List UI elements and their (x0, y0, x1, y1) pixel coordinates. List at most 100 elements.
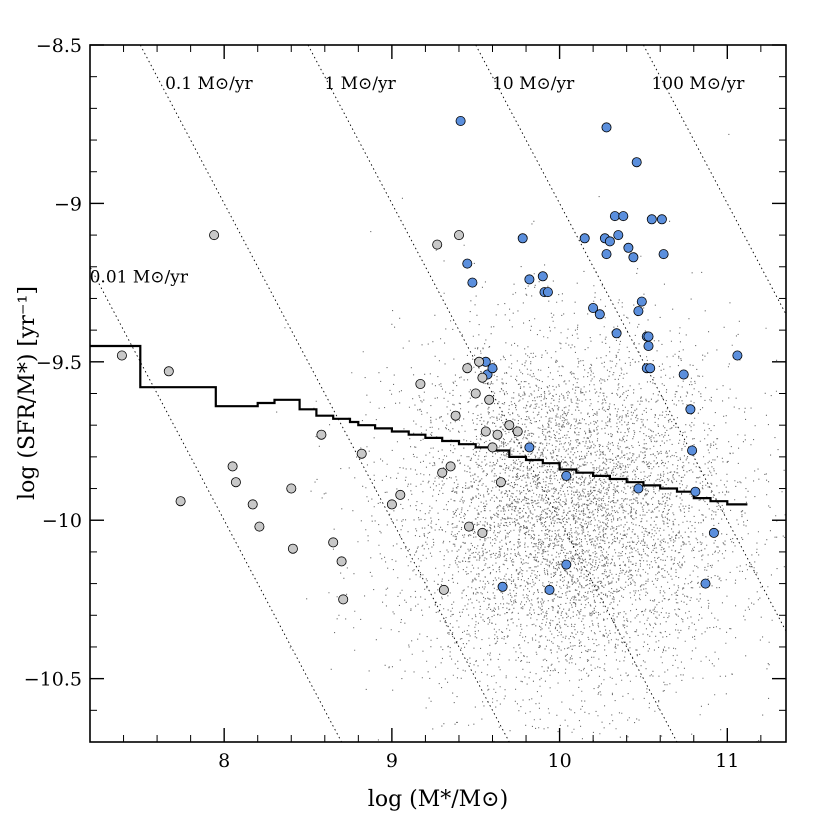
gray-galaxy-point (463, 521, 474, 532)
gray-galaxy-point (438, 584, 449, 595)
y-axis-label-text: log (SFR/M*) [yr⁻¹] (15, 286, 40, 500)
gray-galaxy-point (209, 230, 220, 241)
gray-galaxy-point (470, 388, 481, 399)
blue-galaxy-point (561, 470, 572, 481)
gray-galaxy-point (286, 483, 297, 494)
iso-sfr-line-0 (90, 265, 342, 742)
gray-galaxy-point (504, 420, 515, 431)
gray-galaxy-point (450, 410, 461, 421)
blue-galaxy-point (656, 214, 667, 225)
plot-frame (89, 44, 787, 743)
blue-galaxy-point (631, 157, 642, 168)
blue-galaxy-point (462, 258, 473, 269)
x-axis-label-text: log (M*/M⊙) (368, 787, 508, 812)
blue-galaxy-point (646, 214, 657, 225)
blue-galaxy-point (561, 559, 572, 570)
gray-galaxy-point (487, 442, 498, 453)
gray-galaxy-point (480, 426, 491, 437)
y-tick-label: −10.5 (24, 669, 82, 691)
background-galaxy-cloud (252, 133, 786, 742)
gray-galaxy-point (432, 239, 443, 250)
gray-galaxy-point (415, 378, 426, 389)
x-tick-label: 9 (386, 750, 398, 772)
blue-galaxy-point (537, 271, 548, 282)
iso-sfr-labels: 0.01 M⊙/yr 0.1 M⊙/yr 1 M⊙/yr 10 M⊙/yr 100 M⊙… (90, 74, 746, 288)
blue-galaxy-point (467, 277, 478, 288)
x-axis-label: log (M*/M⊙) (368, 787, 508, 812)
blue-galaxy-point (636, 296, 647, 307)
gray-galaxy-point (336, 556, 347, 567)
gray-galaxy-point (462, 363, 473, 374)
blue-galaxy-point (455, 116, 466, 127)
blue-galaxy-point (623, 242, 634, 253)
blue-galaxy-point (544, 584, 555, 595)
blue-galaxy-point (588, 302, 599, 313)
gray-galaxy-point (386, 499, 397, 510)
gray-galaxy-point (453, 230, 464, 241)
blue-galaxy-point (609, 211, 620, 222)
x-tick-label: 8 (218, 750, 230, 772)
gray-galaxy-point (163, 366, 174, 377)
blue-galaxy-point (643, 340, 654, 351)
gray-galaxy-point (175, 496, 186, 507)
axes: 8 9 10 11 −10.5 −10 −9.5 −9 −8.5 (24, 35, 786, 772)
blue-galaxy-point (524, 274, 535, 285)
blue-galaxy-point (633, 483, 644, 494)
gray-galaxy-point (287, 543, 298, 554)
galaxy-points (116, 116, 743, 605)
iso-sfr-label-4: 100 M⊙/yr (651, 74, 745, 94)
blue-galaxy-point (524, 442, 535, 453)
gray-galaxy-point (328, 537, 339, 548)
iso-sfr-label-0: 0.01 M⊙/yr (90, 268, 189, 288)
gray-galaxy-point (316, 429, 327, 440)
blue-galaxy-point (658, 249, 669, 260)
gray-galaxy-point (477, 372, 488, 383)
blue-galaxy-point (604, 236, 615, 247)
gray-galaxy-point (474, 356, 485, 367)
x-tick-label: 10 (547, 750, 571, 772)
blue-galaxy-point (618, 211, 629, 222)
y-tick-label: −9 (54, 193, 82, 215)
blue-galaxy-point (628, 252, 639, 263)
median-step-line (90, 344, 748, 506)
blue-galaxy-point (517, 233, 528, 244)
gray-galaxy-point (477, 527, 488, 538)
blue-galaxy-point (708, 527, 719, 538)
gray-galaxy-point (395, 489, 406, 500)
gray-galaxy-point (116, 350, 127, 361)
background-points (252, 133, 786, 742)
iso-sfr-label-2: 1 M⊙/yr (324, 74, 396, 94)
blue-galaxy-point (690, 486, 701, 497)
iso-sfr-line-3 (475, 45, 786, 633)
blue-galaxy-point (497, 581, 508, 592)
iso-sfr-lines (90, 45, 786, 742)
gray-galaxy-point (484, 394, 495, 405)
gray-galaxy-point (227, 461, 238, 472)
y-tick-label: −8.5 (36, 35, 82, 57)
iso-sfr-label-1: 0.1 M⊙/yr (165, 74, 253, 94)
blue-galaxy-point (542, 287, 553, 298)
gray-galaxy-point (230, 477, 241, 488)
blue-galaxy-point (645, 363, 656, 374)
blue-galaxy-point (611, 328, 622, 339)
iso-sfr-label-3: 10 M⊙/yr (492, 74, 575, 94)
gray-galaxy-point (512, 426, 523, 437)
gray-galaxy-point (338, 594, 349, 605)
blue-galaxy-point (700, 578, 711, 589)
y-tick-label: −9.5 (36, 352, 82, 374)
blue-galaxy-point (687, 445, 698, 456)
iso-sfr-line-4 (643, 45, 786, 316)
y-tick-label: −10 (42, 510, 82, 532)
iso-sfr-line-2 (307, 45, 678, 742)
median-step-path (90, 344, 748, 506)
blue-galaxy-point (487, 363, 498, 374)
gray-galaxy-point (495, 477, 506, 488)
blue-galaxy-point (633, 306, 644, 317)
gray-galaxy-point (445, 461, 456, 472)
gray-galaxy-point (356, 448, 367, 459)
blue-galaxy-point (601, 122, 612, 133)
iso-sfr-line-1 (139, 45, 510, 742)
blue-galaxy-point (594, 309, 605, 320)
blue-galaxy-point (732, 350, 743, 361)
blue-galaxy-point (601, 249, 612, 260)
